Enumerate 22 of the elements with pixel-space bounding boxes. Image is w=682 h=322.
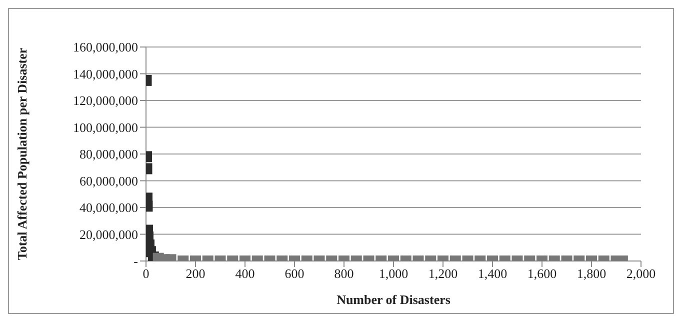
y-tick-label: 40,000,000 xyxy=(80,200,138,216)
y-tick-label: 100,000,000 xyxy=(73,120,138,135)
x-tick-label: 0 xyxy=(142,266,150,282)
y-tick-label: 80,000,000 xyxy=(80,146,138,162)
y-tick-label: 60,000,000 xyxy=(80,173,138,188)
x-tick-label: 1,200 xyxy=(428,266,458,282)
x-tick-label: 1,600 xyxy=(527,266,557,282)
y-tick-label: 160,000,000 xyxy=(73,40,138,55)
y-tick-label: 20,000,000 xyxy=(80,226,138,242)
x-tick-label: 600 xyxy=(284,266,304,282)
x-tick-label: 1,000 xyxy=(378,266,408,282)
x-tick-label: 200 xyxy=(186,266,206,282)
x-tick-label: 400 xyxy=(235,266,255,282)
y-tick-label: - xyxy=(134,254,138,269)
x-axis-title: Number of Disasters xyxy=(336,292,450,307)
x-tick-label: 1,800 xyxy=(576,266,606,282)
y-tick-label: 140,000,000 xyxy=(73,66,138,82)
y-axis-title: Total Affected Population per Disaster xyxy=(14,48,30,260)
y-tick-label: 120,000,000 xyxy=(73,93,138,108)
x-tick-label: 800 xyxy=(334,266,354,282)
x-tick-label: 1,400 xyxy=(478,266,508,282)
x-tick-label: 2,000 xyxy=(626,266,656,282)
